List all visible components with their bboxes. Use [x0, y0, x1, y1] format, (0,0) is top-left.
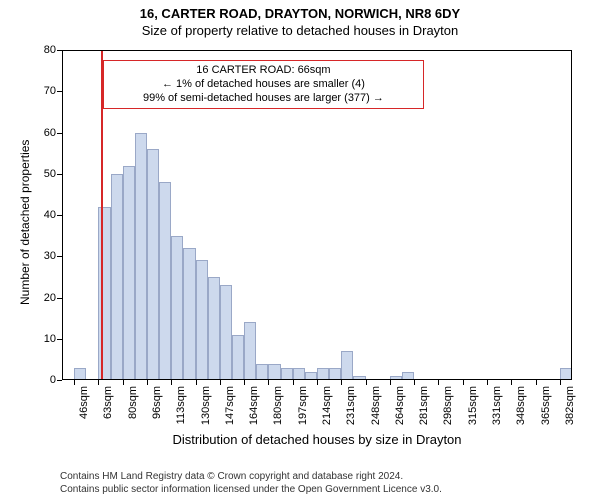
copyright: Contains HM Land Registry data © Crown c…: [60, 471, 590, 496]
xtick-label: 315sqm: [467, 386, 479, 425]
xtick-mark: [74, 380, 75, 385]
xtick-mark: [317, 380, 318, 385]
xtick-label: 298sqm: [442, 386, 454, 425]
ytick-mark: [57, 298, 62, 299]
x-axis-label: Distribution of detached houses by size …: [62, 432, 572, 447]
xtick-mark: [244, 380, 245, 385]
xtick-mark: [463, 380, 464, 385]
xtick-label: 147sqm: [224, 386, 236, 425]
xtick-mark: [366, 380, 367, 385]
xtick-label: 113sqm: [175, 386, 187, 424]
copyright-line-2: Contains public sector information licen…: [60, 484, 590, 497]
xtick-label: 348sqm: [515, 386, 527, 425]
ytick-mark: [57, 133, 62, 134]
xtick-label: 281sqm: [418, 386, 430, 425]
xtick-mark: [341, 380, 342, 385]
xtick-mark: [98, 380, 99, 385]
ytick-mark: [57, 91, 62, 92]
ytick-mark: [57, 174, 62, 175]
xtick-label: 197sqm: [297, 386, 309, 425]
xtick-label: 164sqm: [248, 386, 260, 425]
xtick-mark: [268, 380, 269, 385]
xtick-mark: [147, 380, 148, 385]
xtick-label: 96sqm: [151, 386, 163, 419]
xtick-mark: [293, 380, 294, 385]
xtick-label: 365sqm: [540, 386, 552, 425]
page-title: 16, CARTER ROAD, DRAYTON, NORWICH, NR8 6…: [0, 0, 600, 23]
xtick-label: 214sqm: [321, 386, 333, 425]
ytick-mark: [57, 215, 62, 216]
xtick-mark: [560, 380, 561, 385]
ytick-mark: [57, 380, 62, 381]
ytick-mark: [57, 256, 62, 257]
xtick-label: 331sqm: [491, 386, 503, 425]
xtick-mark: [390, 380, 391, 385]
xtick-label: 180sqm: [272, 386, 284, 425]
xtick-label: 46sqm: [78, 386, 90, 419]
plot-border: [62, 50, 572, 380]
xtick-mark: [414, 380, 415, 385]
page-subtitle: Size of property relative to detached ho…: [0, 23, 600, 40]
xtick-label: 264sqm: [394, 386, 406, 425]
xtick-label: 63sqm: [102, 386, 114, 419]
plot-area: 16 CARTER ROAD: 66sqm ← 1% of detached h…: [62, 50, 572, 380]
xtick-mark: [123, 380, 124, 385]
xtick-mark: [438, 380, 439, 385]
xtick-label: 80sqm: [127, 386, 139, 419]
xtick-mark: [536, 380, 537, 385]
xtick-mark: [196, 380, 197, 385]
xtick-mark: [171, 380, 172, 385]
y-axis-label: Number of detached properties: [18, 140, 32, 305]
chart-container: 16, CARTER ROAD, DRAYTON, NORWICH, NR8 6…: [0, 0, 600, 500]
xtick-label: 248sqm: [370, 386, 382, 425]
copyright-line-1: Contains HM Land Registry data © Crown c…: [60, 471, 590, 484]
xtick-label: 231sqm: [345, 386, 357, 425]
xtick-label: 130sqm: [200, 386, 212, 425]
xtick-label: 382sqm: [564, 386, 576, 425]
xtick-mark: [511, 380, 512, 385]
xtick-mark: [220, 380, 221, 385]
ytick-mark: [57, 50, 62, 51]
ytick-mark: [57, 339, 62, 340]
xtick-mark: [487, 380, 488, 385]
